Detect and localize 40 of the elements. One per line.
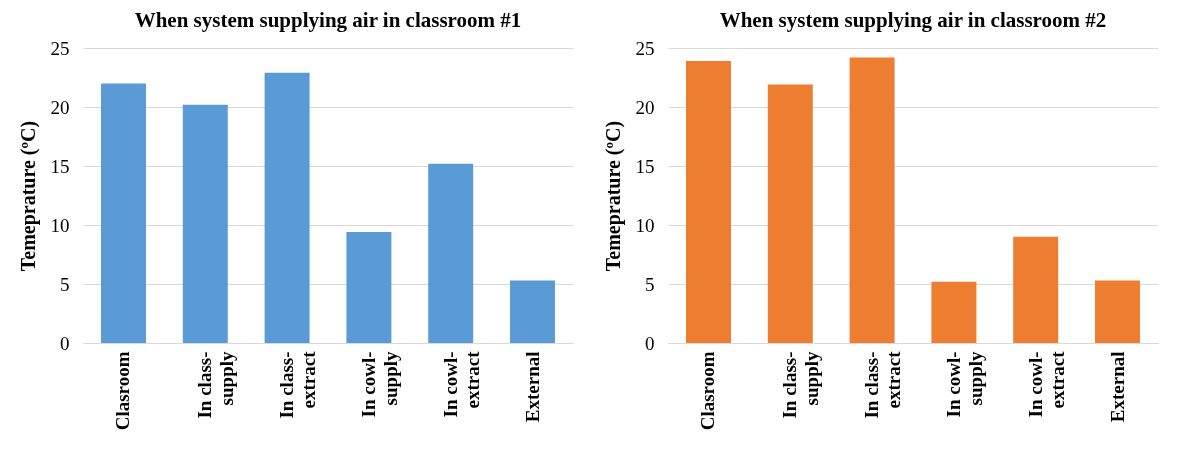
x-tick-label: In cowl-supply bbox=[357, 351, 401, 418]
bar bbox=[686, 60, 731, 343]
bar bbox=[849, 57, 895, 343]
y-tick-label: 15 bbox=[50, 155, 70, 177]
x-tick-label: External bbox=[1106, 351, 1128, 423]
x-tick-label: In class-extract bbox=[276, 350, 320, 419]
y-tick-label: 25 bbox=[50, 37, 70, 59]
x-tick-label: Clasroom bbox=[697, 351, 719, 431]
y-tick-label: 5 bbox=[60, 273, 70, 295]
bar bbox=[510, 280, 555, 343]
x-tick-label: In cowl-extract bbox=[439, 350, 483, 418]
y-tick-label: 0 bbox=[60, 332, 70, 354]
y-axis-title: Temeprature (ºC) bbox=[16, 120, 40, 272]
y-tick-label: 10 bbox=[635, 214, 655, 236]
bar bbox=[346, 232, 392, 343]
y-tick-label: 10 bbox=[50, 214, 70, 236]
y-tick-label: 15 bbox=[635, 155, 655, 177]
bar bbox=[1013, 236, 1059, 343]
x-tick-label: In class-supply bbox=[194, 351, 238, 419]
y-tick-label: 5 bbox=[645, 273, 655, 295]
bar bbox=[264, 72, 310, 343]
x-tick-label: In class-supply bbox=[779, 351, 823, 419]
bar bbox=[1095, 280, 1140, 343]
y-tick-label: 20 bbox=[635, 96, 655, 118]
bar bbox=[182, 104, 228, 343]
bar bbox=[931, 281, 977, 343]
bar bbox=[428, 163, 474, 343]
chart-title: When system supplying air in classroom #1 bbox=[134, 8, 522, 32]
x-tick-label: In cowl-supply bbox=[942, 351, 986, 418]
bar bbox=[767, 84, 813, 343]
x-tick-label: In class-extract bbox=[861, 350, 905, 419]
x-tick-label: In cowl-extract bbox=[1024, 350, 1068, 418]
chart-title: When system supplying air in classroom #2 bbox=[719, 8, 1107, 32]
y-tick-label: 20 bbox=[50, 96, 70, 118]
bar bbox=[101, 83, 146, 343]
y-axis-title: Temeprature (ºC) bbox=[601, 120, 625, 272]
y-tick-label: 0 bbox=[645, 332, 655, 354]
x-tick-label: External bbox=[521, 351, 543, 423]
x-tick-label: Clasroom bbox=[112, 351, 134, 431]
y-tick-label: 25 bbox=[635, 37, 655, 59]
